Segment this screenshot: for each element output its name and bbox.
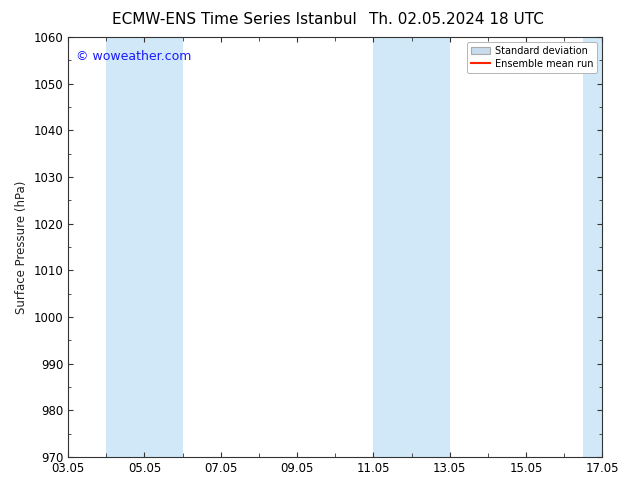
Y-axis label: Surface Pressure (hPa): Surface Pressure (hPa): [15, 180, 28, 314]
Bar: [411, 37, 450, 457]
Bar: [583, 37, 621, 457]
Bar: [107, 37, 145, 457]
Bar: [373, 37, 411, 457]
Legend: Standard deviation, Ensemble mean run: Standard deviation, Ensemble mean run: [467, 42, 597, 73]
Text: © woweather.com: © woweather.com: [76, 50, 191, 63]
Text: ECMW-ENS Time Series Istanbul: ECMW-ENS Time Series Istanbul: [112, 12, 357, 27]
Bar: [145, 37, 183, 457]
Text: Th. 02.05.2024 18 UTC: Th. 02.05.2024 18 UTC: [369, 12, 544, 27]
